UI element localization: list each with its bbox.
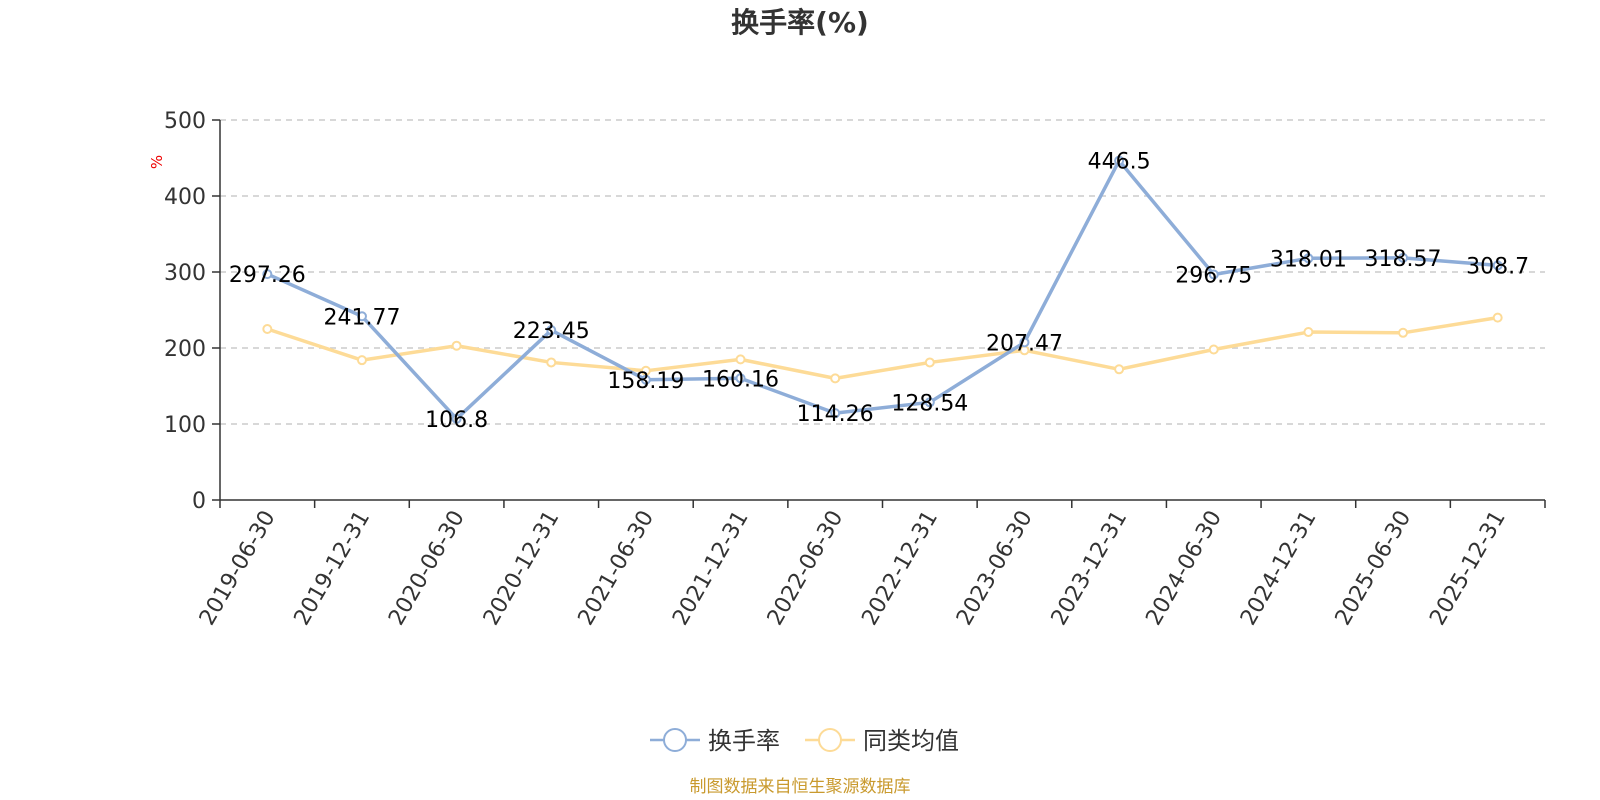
- x-tick-label: 2025-06-30: [1331, 507, 1417, 630]
- y-tick-label: 0: [192, 489, 206, 514]
- data-point: [1114, 155, 1125, 166]
- data-point: [262, 269, 273, 280]
- data-point: [356, 311, 367, 322]
- x-tick-label: 2024-06-30: [1141, 507, 1227, 630]
- data-point: [1114, 364, 1125, 375]
- x-tick-label: 2022-06-30: [763, 507, 849, 630]
- data-point: [830, 373, 841, 384]
- y-tick-label: 400: [164, 185, 206, 210]
- data-label: 296.75: [1175, 263, 1252, 288]
- source-note: 制图数据来自恒生聚源数据库: [690, 777, 911, 797]
- data-point: [735, 354, 746, 365]
- data-label: 106.8: [425, 408, 488, 433]
- legend-label-0: 换手率: [708, 727, 780, 755]
- x-tick-label: 2021-12-31: [668, 507, 754, 630]
- data-point: [1398, 252, 1409, 263]
- data-label: 223.45: [513, 319, 590, 344]
- data-label: 297.26: [229, 263, 306, 288]
- data-point: [451, 413, 462, 424]
- x-tick-label: 2023-12-31: [1047, 507, 1133, 630]
- data-point: [1208, 269, 1219, 280]
- data-label: 128.54: [891, 391, 968, 416]
- series-line-1: [266, 315, 1498, 381]
- x-tick-label: 2019-06-30: [195, 507, 281, 630]
- data-point: [356, 355, 367, 366]
- legend: 换手率 同类均值: [650, 727, 959, 755]
- data-label: 158.19: [607, 369, 684, 394]
- data-point: [1019, 337, 1030, 348]
- data-point: [546, 357, 557, 368]
- data-point: [1492, 260, 1503, 271]
- data-point: [1398, 327, 1409, 338]
- data-label: 308.7: [1466, 254, 1529, 279]
- data-point: [735, 373, 746, 384]
- data-label: 318.01: [1270, 247, 1347, 272]
- data-label: 207.47: [986, 331, 1063, 356]
- data-point: [640, 374, 651, 385]
- data-point: [1303, 327, 1314, 338]
- series-line-0: [266, 158, 1498, 421]
- data-point: [451, 340, 462, 351]
- data-point: [1303, 253, 1314, 264]
- data-point: [924, 357, 935, 368]
- x-tick-label: 2020-06-30: [384, 507, 470, 630]
- x-tick-label: 2019-12-31: [290, 507, 376, 630]
- x-tick-label: 2023-06-30: [952, 507, 1038, 630]
- data-label: 318.57: [1365, 247, 1442, 272]
- x-tick-label: 2020-12-31: [479, 507, 565, 630]
- data-point: [924, 397, 935, 408]
- chart-title: 换手率(%): [731, 6, 869, 39]
- series: [262, 155, 1503, 424]
- x-tick-label: 2025-12-31: [1425, 507, 1511, 630]
- x-tick-label: 2022-12-31: [857, 507, 943, 630]
- data-label: 446.5: [1088, 150, 1151, 175]
- data-label: 160.16: [702, 367, 779, 392]
- data-point: [262, 324, 273, 334]
- y-axis-unit: %: [148, 155, 166, 169]
- y-tick-label: 500: [164, 109, 206, 134]
- y-tick-label: 300: [164, 261, 206, 286]
- data-point: [830, 408, 841, 419]
- data-point: [546, 325, 557, 336]
- data-point: [1492, 312, 1503, 323]
- data-label: 114.26: [797, 402, 874, 427]
- y-tick-label: 200: [164, 337, 206, 362]
- legend-marker: [818, 728, 842, 752]
- legend-marker: [663, 728, 687, 752]
- data-point: [1208, 344, 1219, 355]
- x-tick-label: 2021-06-30: [574, 507, 660, 630]
- data-labels: 297.26 241.77 106.8 223.45 158.19 160.16 114.2…: [229, 150, 1529, 433]
- y-tick-label: 100: [164, 413, 206, 438]
- x-tick-label: 2024-12-31: [1236, 507, 1322, 630]
- legend-label-1: 同类均值: [863, 727, 959, 755]
- data-label: 241.77: [323, 305, 400, 330]
